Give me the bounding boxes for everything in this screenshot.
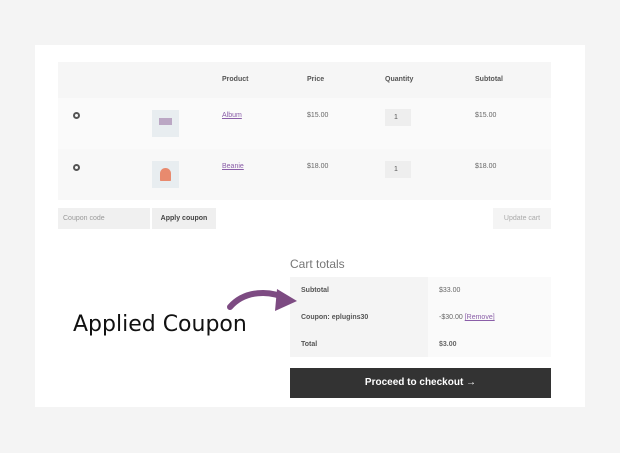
total-label: Total xyxy=(301,341,318,348)
product-link-beanie[interactable]: Beanie xyxy=(222,163,244,170)
header-price: Price xyxy=(307,76,325,83)
price: $15.00 xyxy=(307,112,329,119)
remove-coupon-link[interactable]: [Remove] xyxy=(464,314,495,321)
apply-coupon-button[interactable]: Apply coupon xyxy=(152,208,216,229)
cart-row xyxy=(58,98,551,149)
quantity-input[interactable]: 1 xyxy=(385,161,411,178)
cart-row xyxy=(58,149,551,200)
totals-label-column xyxy=(290,277,428,357)
subtotal-value: $33.00 xyxy=(439,287,461,294)
subtotal-label: Subtotal xyxy=(301,287,329,294)
cart-totals-title: Cart totals xyxy=(290,257,345,271)
cart-table-header xyxy=(58,62,551,98)
total-value: $3.00 xyxy=(439,341,457,348)
coupon-value: -$30.00 [Remove] xyxy=(439,314,495,321)
beanie-thumbnail xyxy=(152,161,179,188)
price: $18.00 xyxy=(307,163,329,170)
applied-coupon-annotation: Applied Coupon xyxy=(73,312,247,337)
coupon-code-input[interactable]: Coupon code xyxy=(58,208,150,229)
remove-item-icon[interactable] xyxy=(73,164,80,171)
product-link-album[interactable]: Album xyxy=(222,112,242,119)
subtotal: $15.00 xyxy=(475,112,497,119)
header-quantity: Quantity xyxy=(385,76,414,83)
coupon-label: Coupon: eplugins30 xyxy=(301,314,369,321)
header-subtotal: Subtotal xyxy=(475,76,503,83)
album-thumbnail xyxy=(152,110,179,137)
arrow-icon xyxy=(227,289,297,311)
remove-item-icon[interactable] xyxy=(73,112,80,119)
coupon-discount: -$30.00 xyxy=(439,314,463,321)
subtotal: $18.00 xyxy=(475,163,497,170)
header-product: Product xyxy=(222,76,249,83)
totals-value-column xyxy=(428,277,551,357)
proceed-to-checkout-button[interactable]: Proceed to checkout → xyxy=(290,368,551,398)
update-cart-button[interactable]: Update cart xyxy=(493,208,551,229)
quantity-input[interactable]: 1 xyxy=(385,109,411,126)
